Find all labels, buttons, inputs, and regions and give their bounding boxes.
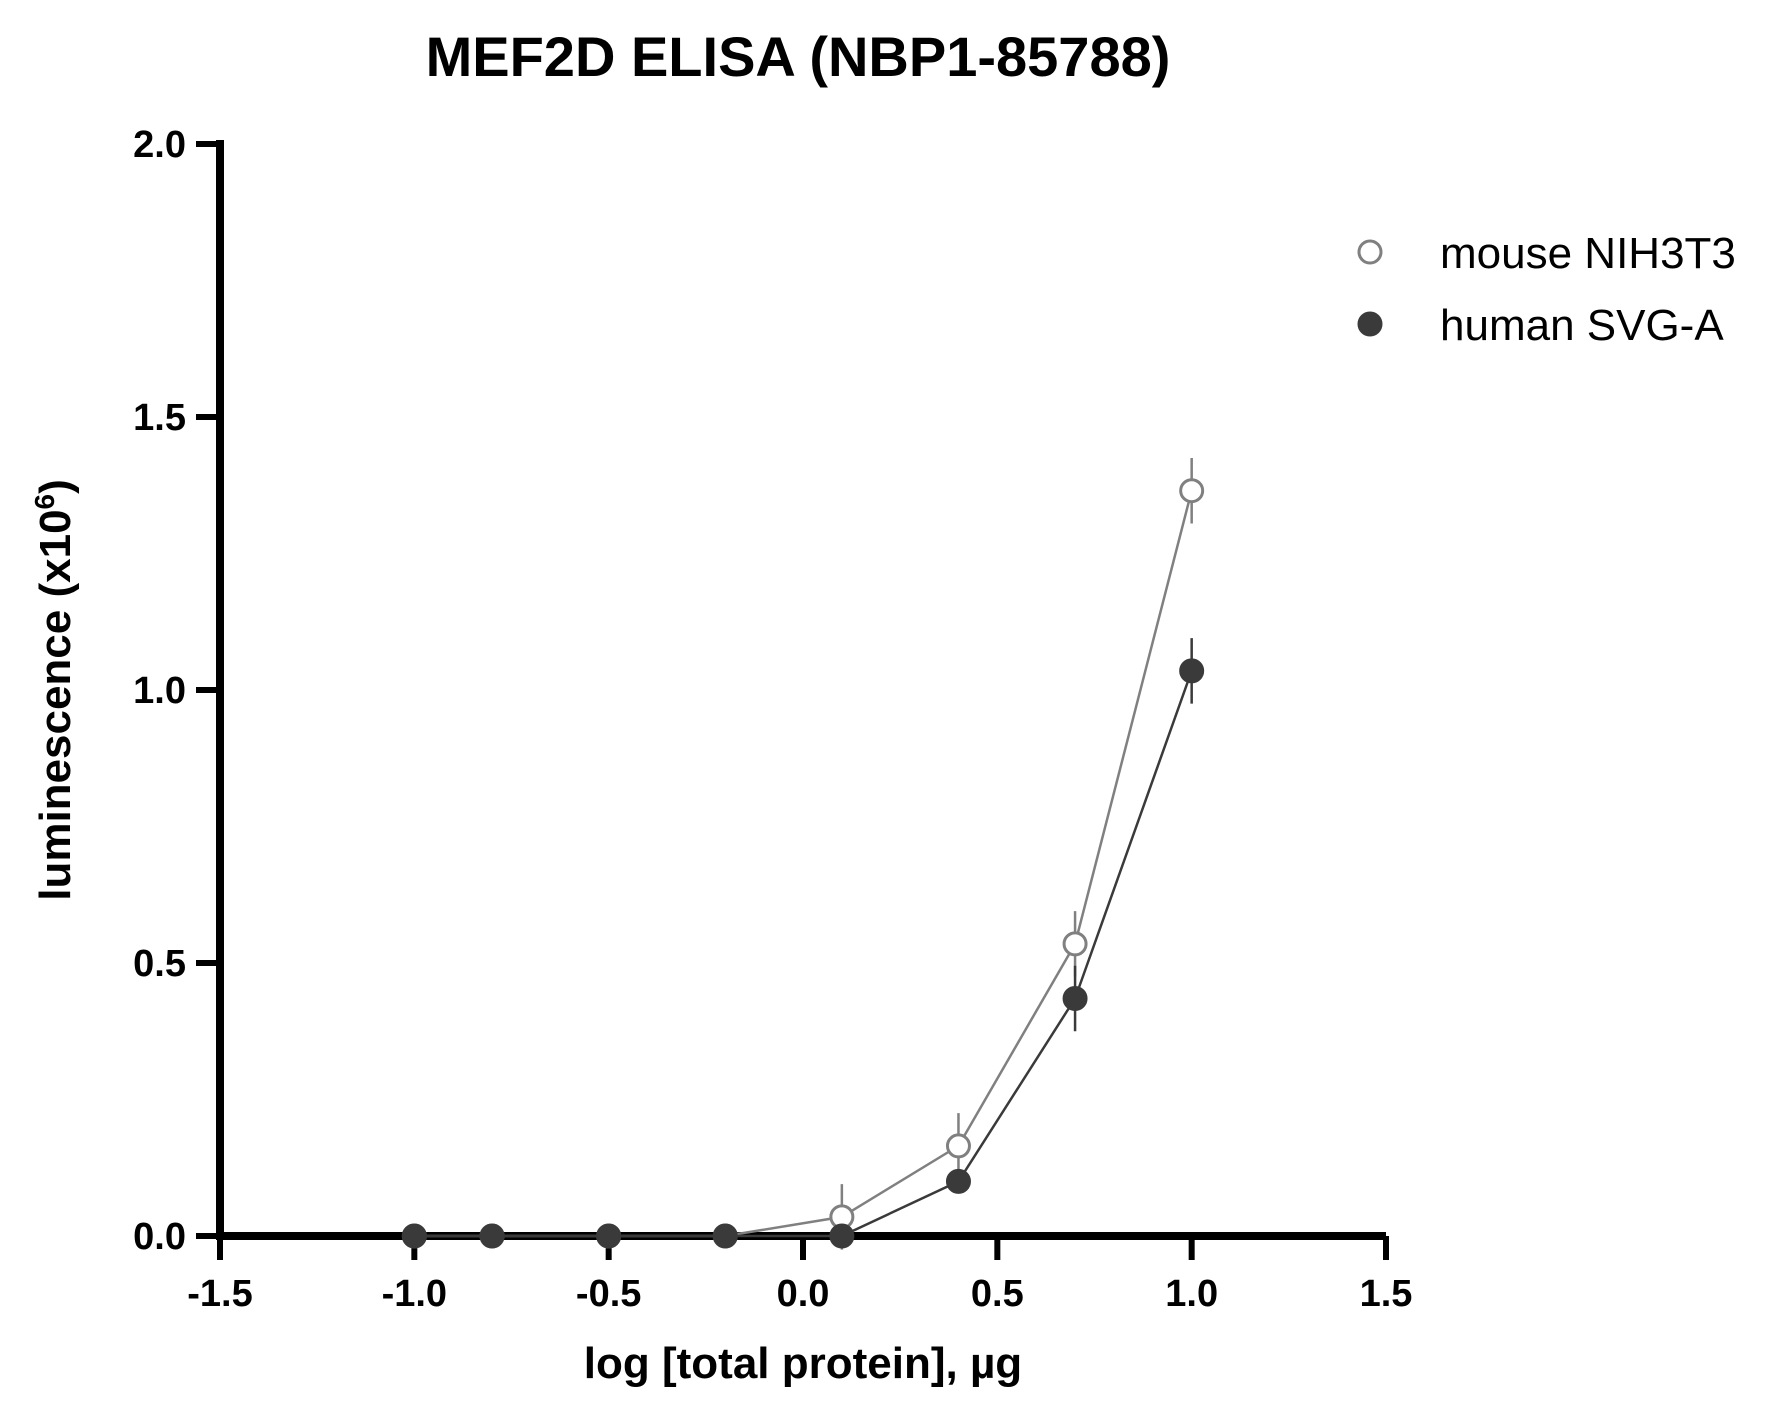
y-axis-label-superscript: 6 bbox=[29, 494, 60, 510]
x-tick-label: -1.5 bbox=[187, 1273, 252, 1315]
chart-title: MEF2D ELISA (NBP1-85788) bbox=[426, 25, 1171, 88]
y-tick-label: 0.0 bbox=[133, 1216, 186, 1258]
y-axis-label-main: luminescence (x10 bbox=[31, 509, 80, 900]
x-tick-label: -1.0 bbox=[382, 1273, 447, 1315]
y-tick-label: 0.5 bbox=[133, 943, 186, 985]
x-tick-label: 1.5 bbox=[1360, 1273, 1413, 1315]
legend-marker-human-svg-a bbox=[1357, 311, 1383, 337]
legend: mouse NIH3T3 human SVG-A bbox=[1357, 229, 1736, 350]
data-point bbox=[1062, 931, 1088, 957]
y-tick-label: 1.5 bbox=[133, 397, 186, 439]
data-point bbox=[1062, 985, 1088, 1011]
data-point bbox=[1179, 478, 1205, 504]
x-tick-label: 1.0 bbox=[1165, 1273, 1218, 1315]
y-ticks: 0.0 0.5 1.0 1.5 2.0 bbox=[133, 124, 220, 1258]
data-point bbox=[945, 1133, 971, 1159]
data-point bbox=[596, 1223, 622, 1249]
axes bbox=[216, 140, 1386, 1240]
x-axis-label: log [total protein], µg bbox=[584, 1339, 1022, 1388]
data-point bbox=[401, 1223, 427, 1249]
data-point bbox=[829, 1223, 855, 1249]
series-human-svg-a bbox=[401, 638, 1205, 1249]
legend-marker-mouse-nih3t3 bbox=[1357, 239, 1383, 265]
y-axis-label-close: ) bbox=[31, 479, 80, 494]
x-tick-label: 0.5 bbox=[971, 1273, 1024, 1315]
series-line-mouse-nih3t3 bbox=[414, 490, 1193, 1238]
data-point bbox=[712, 1223, 738, 1249]
x-ticks: -1.5 -1.0 -0.5 0.0 0.5 1.0 1.5 bbox=[187, 1236, 1412, 1315]
series-mouse-nih3t3 bbox=[401, 457, 1205, 1250]
data-point bbox=[945, 1168, 971, 1194]
y-axis-label: luminescence (x106) bbox=[29, 479, 80, 901]
x-tick-label: 0.0 bbox=[777, 1273, 830, 1315]
x-tick-label: -0.5 bbox=[576, 1273, 641, 1315]
series-line-human-svg-a bbox=[414, 670, 1193, 1238]
data-point bbox=[1179, 658, 1205, 684]
data-point bbox=[479, 1223, 505, 1249]
y-tick-label: 2.0 bbox=[133, 124, 186, 166]
legend-label-mouse-nih3t3: mouse NIH3T3 bbox=[1440, 229, 1736, 278]
y-tick-label: 1.0 bbox=[133, 670, 186, 712]
series-layer bbox=[401, 457, 1205, 1250]
legend-label-human-svg-a: human SVG-A bbox=[1440, 301, 1724, 350]
